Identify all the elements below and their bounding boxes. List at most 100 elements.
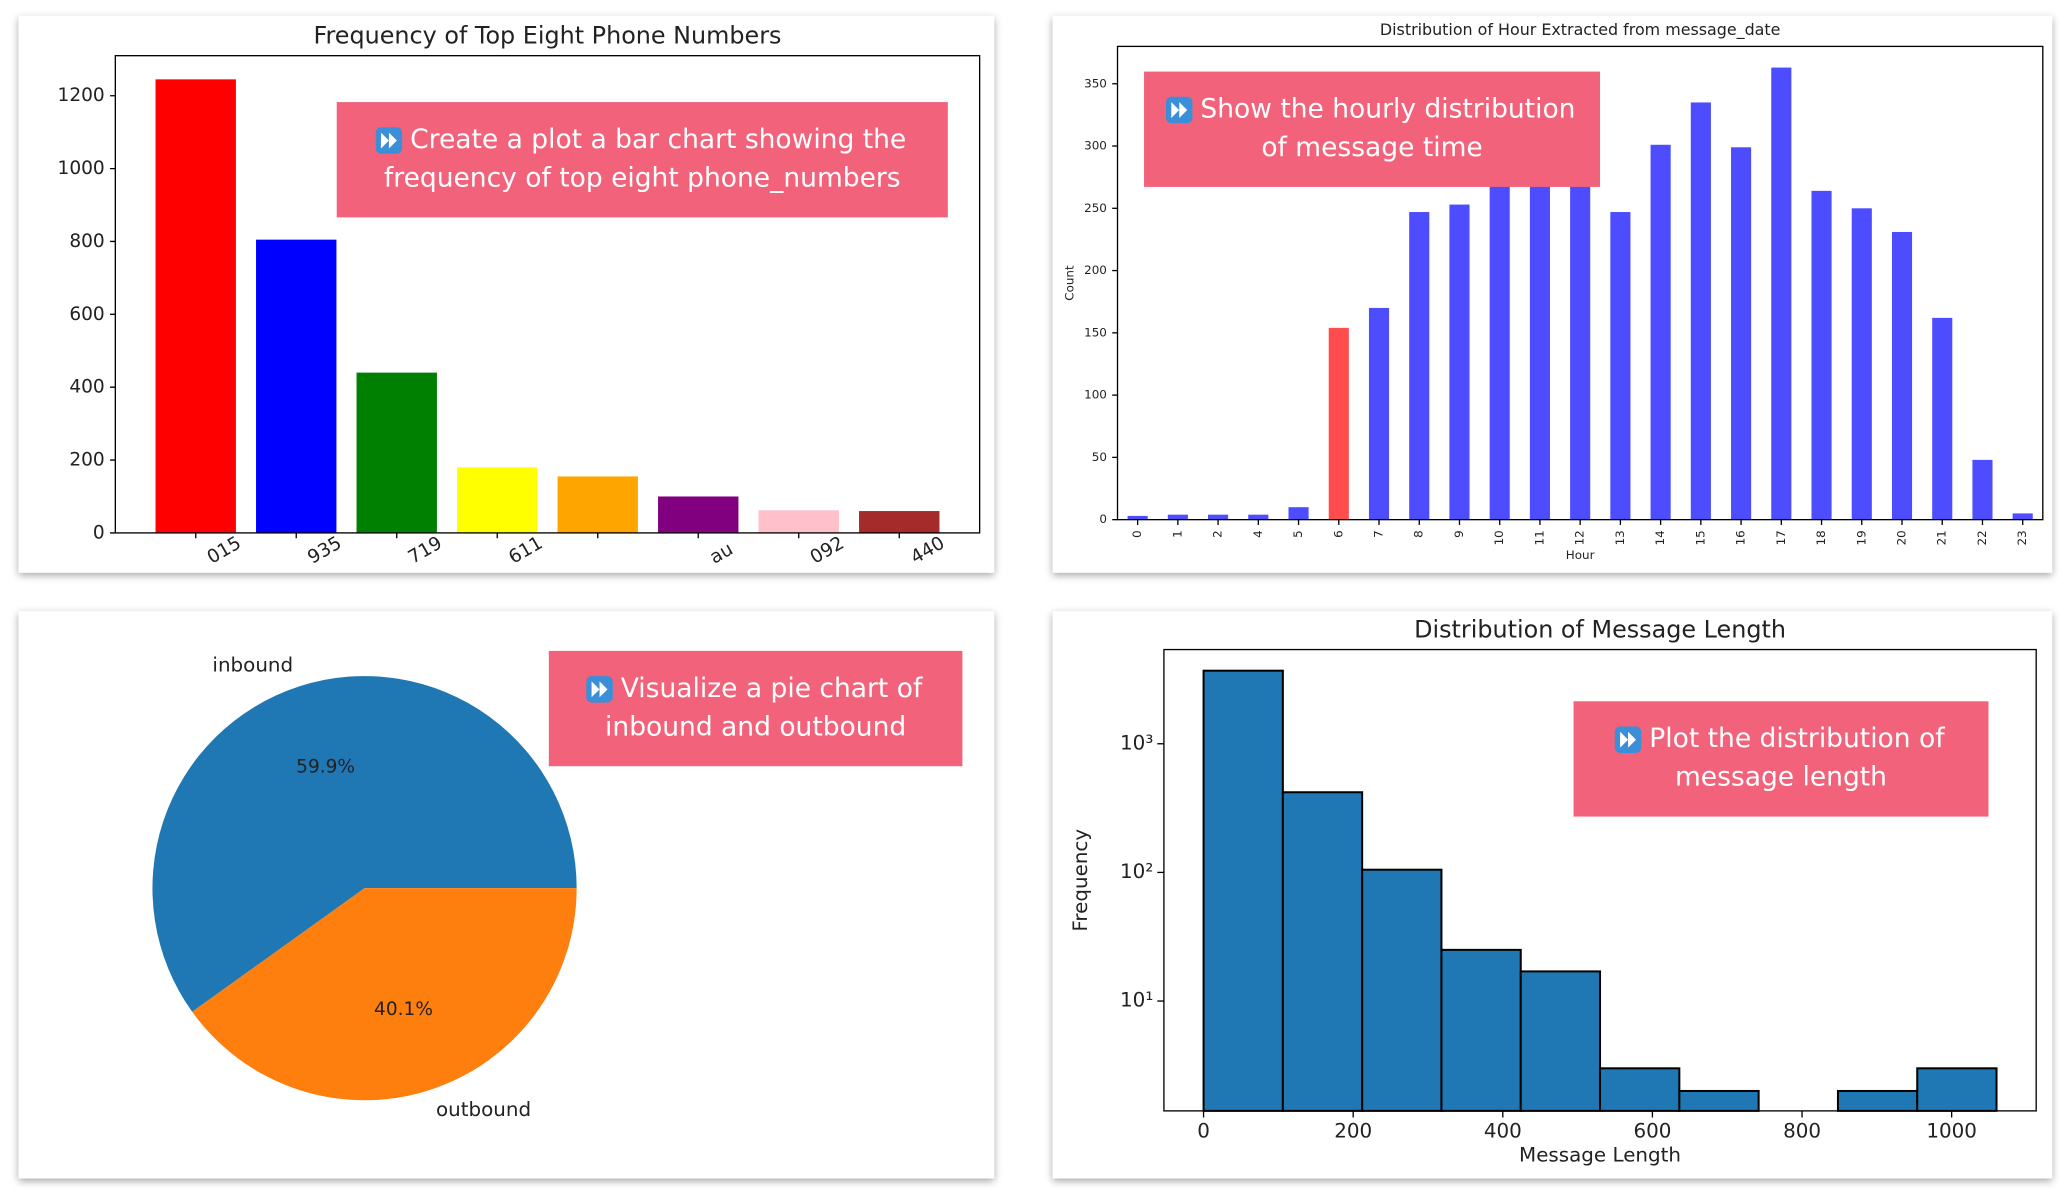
histogram-bar: [1519, 970, 1602, 1112]
bar: [1288, 507, 1309, 520]
bar: [457, 467, 538, 533]
x-tick-label: 20: [1895, 530, 1909, 545]
x-tick-label: 8: [1412, 530, 1426, 538]
x-tick-label: 0: [1130, 530, 1144, 538]
callout-icon: [1620, 731, 1637, 748]
bar: [1851, 208, 1872, 520]
x-tick-label: 18: [1814, 530, 1828, 545]
bar: [758, 510, 839, 533]
x-tick-label: 23: [2015, 530, 2029, 545]
histogram-bar: [1678, 1089, 1760, 1112]
bar: [1489, 185, 1510, 520]
x-tick-label: 0: [1197, 1120, 1210, 1143]
x-tick-label: 21: [1935, 530, 1949, 545]
callout-text: inbound and outbound: [605, 711, 906, 742]
y-tick-label: 400: [69, 377, 104, 398]
callout-text: Plot the distribution of: [1649, 723, 1945, 754]
callout-text: of message time: [1261, 132, 1482, 163]
y-tick-label: 100: [1084, 388, 1107, 402]
callout-text: Show the hourly distribution: [1200, 94, 1575, 125]
x-tick-label: 9: [1452, 530, 1466, 538]
callout-box: [1573, 701, 1989, 817]
bar: [1610, 212, 1631, 520]
bar: [2012, 513, 2033, 520]
y-tick-label: 250: [1084, 201, 1107, 215]
y-tick-label: 1000: [58, 158, 105, 179]
y-tick-label: 800: [69, 231, 104, 252]
pie-slice: [152, 676, 577, 1012]
bar: [1248, 514, 1269, 520]
histogram-bar: [1202, 669, 1284, 1112]
x-tick-label: 11: [1532, 530, 1546, 545]
y-axis-label: Count: [1062, 265, 1076, 301]
histogram-bar: [1916, 1067, 1998, 1112]
pie-value-label: 40.1%: [374, 999, 433, 1020]
x-tick-label: 19: [1854, 530, 1868, 545]
x-tick-label: 6: [1331, 530, 1345, 538]
chart: 0 200 400 600 800 1000 10¹ 10² 10³ Message Length…: [1069, 616, 2037, 1166]
x-tick-label: 16: [1734, 530, 1748, 545]
histogram-bar: [1440, 948, 1522, 1112]
x-tick-label: 400: [1484, 1120, 1522, 1143]
bar: [1529, 183, 1550, 520]
y-tick-label: 150: [1084, 325, 1107, 339]
x-tick-label: 1: [1170, 530, 1184, 538]
chart: 0 1 2 4 5 6 7 8 9 10 11 12 13 14 15 16 17 18 19 20 21 22 23050…: [1062, 20, 2044, 562]
axes-frame: [1116, 45, 2044, 521]
bar: [356, 372, 437, 533]
y-tick-label: 10²: [1120, 860, 1153, 883]
bar: [1771, 67, 1792, 520]
y-tick-label: 0: [93, 522, 105, 543]
x-tick-label: 2: [1211, 530, 1225, 538]
y-tick-label: 10¹: [1120, 989, 1153, 1012]
bar: [1811, 190, 1832, 520]
histogram-bar: [1836, 1089, 1919, 1112]
bar: [1449, 204, 1470, 520]
y-tick-label: 50: [1092, 450, 1107, 464]
chart: inbound 59.9% outbound 40.1% Visualize a pie…: [152, 650, 963, 1121]
pie-value-label: 59.9%: [296, 757, 355, 778]
bar: [1570, 185, 1591, 520]
x-tick-label: 4: [1251, 530, 1265, 538]
y-tick-label: 200: [1084, 263, 1107, 277]
y-axis-label: Frequency: [1069, 829, 1092, 932]
callout-text: Visualize a pie chart of: [621, 673, 923, 704]
bar: [1891, 231, 1913, 520]
x-tick-label: 800: [1783, 1120, 1821, 1143]
callout-text: frequency of top eight phone_numbers: [384, 162, 901, 193]
bar: [1409, 212, 1430, 520]
bar: [557, 476, 638, 533]
x-tick-label: 1000: [1926, 1120, 1977, 1143]
x-axis-label: Hour: [1566, 548, 1595, 562]
callout-text: Create a plot a bar chart showing the: [410, 124, 906, 155]
x-axis-label: Message Length: [1519, 1143, 1681, 1166]
y-tick-label: 300: [1084, 139, 1107, 153]
x-tick-label: 12: [1573, 530, 1587, 545]
y-tick-label: 600: [69, 304, 104, 325]
callout-icon: [1171, 102, 1188, 118]
bar: [1731, 147, 1752, 520]
bar: [1932, 317, 1953, 520]
callout-icon: [380, 132, 397, 149]
y-tick-label: 200: [69, 450, 104, 471]
axes-frame: [1163, 648, 2037, 1112]
x-tick-label: 14: [1653, 530, 1667, 545]
chart-title: Distribution of Message Length: [1414, 616, 1786, 644]
callout-box: [1144, 71, 1601, 187]
x-tick-label: 5: [1291, 530, 1305, 538]
callout-text: message length: [1675, 762, 1887, 793]
histogram-bar: [1281, 791, 1364, 1112]
histogram-bar: [1361, 868, 1443, 1112]
bar: [1650, 144, 1671, 520]
histogram-bar: [1599, 1067, 1681, 1112]
chart-title: Frequency of Top Eight Phone Numbers: [314, 22, 782, 50]
y-tick-label: 350: [1084, 76, 1107, 90]
x-tick-label: 600: [1633, 1120, 1671, 1143]
pie-slice: [192, 888, 577, 1101]
x-tick-label: 13: [1613, 530, 1627, 545]
x-tick-label: 22: [1975, 530, 1989, 545]
chart-title: Distribution of Hour Extracted from mess…: [1380, 20, 1781, 40]
callout-box: [336, 102, 948, 218]
bar: [1328, 327, 1349, 520]
chart: 015 935 719 611 au 092 44002004006008001000120…: [58, 22, 981, 569]
